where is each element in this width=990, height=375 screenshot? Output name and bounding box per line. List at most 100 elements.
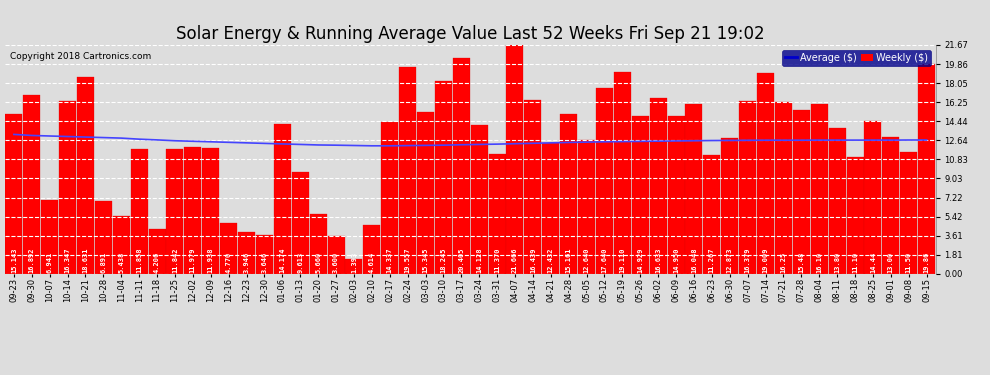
Bar xyxy=(292,172,309,274)
Bar xyxy=(864,122,881,274)
Bar xyxy=(882,136,899,274)
Bar xyxy=(578,140,595,274)
Text: 16.439: 16.439 xyxy=(530,248,536,273)
Text: 20.405: 20.405 xyxy=(458,248,464,273)
Bar xyxy=(470,124,488,274)
Bar xyxy=(220,224,238,274)
Text: 16.379: 16.379 xyxy=(744,248,750,273)
Text: 4.614: 4.614 xyxy=(369,252,375,273)
Text: 1.393: 1.393 xyxy=(350,252,357,273)
Bar xyxy=(632,116,648,274)
Text: 11.858: 11.858 xyxy=(137,248,143,273)
Bar xyxy=(918,64,936,274)
Bar xyxy=(256,235,273,274)
Text: 11.267: 11.267 xyxy=(709,248,715,273)
Text: 16.347: 16.347 xyxy=(64,248,70,273)
Text: 15.161: 15.161 xyxy=(565,248,571,273)
Bar xyxy=(900,152,917,274)
Legend: Average ($), Weekly ($): Average ($), Weekly ($) xyxy=(782,50,931,66)
Text: 11.938: 11.938 xyxy=(208,248,214,273)
Text: 14.44: 14.44 xyxy=(870,252,876,273)
Text: 11.979: 11.979 xyxy=(190,248,196,273)
Text: 19.110: 19.110 xyxy=(620,248,626,273)
Text: Copyright 2018 Cartronics.com: Copyright 2018 Cartronics.com xyxy=(10,52,150,61)
Bar xyxy=(811,104,828,274)
Bar xyxy=(238,232,255,274)
Bar xyxy=(703,155,721,274)
Text: 19.009: 19.009 xyxy=(762,248,768,273)
Text: 3.946: 3.946 xyxy=(244,252,249,273)
Bar xyxy=(793,110,810,274)
Title: Solar Energy & Running Average Value Last 52 Weeks Fri Sep 21 19:02: Solar Energy & Running Average Value Las… xyxy=(176,26,764,44)
Bar xyxy=(667,116,684,274)
Text: 3.600: 3.600 xyxy=(333,252,339,273)
Bar xyxy=(148,230,165,274)
Text: 13.00: 13.00 xyxy=(888,252,894,273)
Bar xyxy=(274,124,291,274)
Bar xyxy=(829,128,845,274)
Bar xyxy=(740,101,756,274)
Text: 4.770: 4.770 xyxy=(226,252,232,273)
Bar xyxy=(346,259,362,274)
Text: 11.50: 11.50 xyxy=(906,252,912,273)
Text: 13.80: 13.80 xyxy=(835,252,841,273)
Text: 18.245: 18.245 xyxy=(441,248,446,273)
Bar xyxy=(560,114,577,274)
Bar xyxy=(399,67,416,274)
Text: 6.941: 6.941 xyxy=(47,252,52,273)
Bar xyxy=(328,236,345,274)
Text: 4.206: 4.206 xyxy=(154,252,160,273)
Bar xyxy=(775,102,792,274)
Text: 5.438: 5.438 xyxy=(118,252,125,273)
Text: 15.345: 15.345 xyxy=(423,248,429,273)
Bar xyxy=(310,214,327,274)
Text: 14.337: 14.337 xyxy=(387,248,393,273)
Bar xyxy=(649,98,666,274)
Bar xyxy=(507,45,524,274)
Text: 11.10: 11.10 xyxy=(852,252,858,273)
Bar xyxy=(596,87,613,274)
Text: 6.891: 6.891 xyxy=(100,252,106,273)
Text: 17.640: 17.640 xyxy=(602,248,608,273)
Text: 9.613: 9.613 xyxy=(297,252,303,273)
Bar xyxy=(614,72,631,274)
Bar xyxy=(42,201,58,274)
Bar xyxy=(435,81,451,274)
Text: 3.646: 3.646 xyxy=(261,252,267,273)
Bar xyxy=(722,138,739,274)
Text: 16.048: 16.048 xyxy=(691,248,697,273)
Bar xyxy=(95,201,112,274)
Text: 12.640: 12.640 xyxy=(583,248,590,273)
Text: 15.143: 15.143 xyxy=(11,248,17,273)
Text: 21.666: 21.666 xyxy=(512,248,518,273)
Bar xyxy=(202,148,219,274)
Bar xyxy=(452,58,470,274)
Bar xyxy=(417,112,434,274)
Text: 19.86: 19.86 xyxy=(924,252,930,273)
Text: 14.128: 14.128 xyxy=(476,248,482,273)
Bar xyxy=(77,77,94,274)
Bar xyxy=(59,101,76,274)
Bar xyxy=(24,95,41,274)
Bar xyxy=(166,149,183,274)
Bar xyxy=(131,148,148,274)
Bar xyxy=(381,122,398,274)
Text: 15.48: 15.48 xyxy=(798,252,804,273)
Bar xyxy=(846,157,863,274)
Bar xyxy=(5,114,23,274)
Bar xyxy=(363,225,380,274)
Text: 11.842: 11.842 xyxy=(172,248,178,273)
Text: 11.370: 11.370 xyxy=(494,248,500,273)
Text: 14.174: 14.174 xyxy=(279,248,285,273)
Text: 19.557: 19.557 xyxy=(405,248,411,273)
Bar xyxy=(113,216,130,274)
Bar xyxy=(543,142,559,274)
Text: 14.950: 14.950 xyxy=(673,248,679,273)
Text: 12.873: 12.873 xyxy=(727,248,733,273)
Text: 16.10: 16.10 xyxy=(816,252,823,273)
Text: 18.631: 18.631 xyxy=(82,248,88,273)
Bar xyxy=(525,100,542,274)
Bar xyxy=(685,104,703,274)
Text: 5.660: 5.660 xyxy=(315,252,321,273)
Text: 16.633: 16.633 xyxy=(655,248,661,273)
